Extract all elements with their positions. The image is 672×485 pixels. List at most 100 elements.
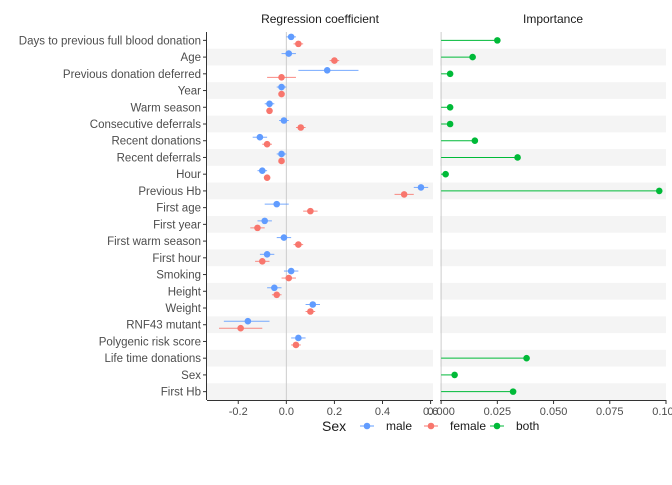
female-point-height — [273, 291, 281, 299]
y-label-sex: Sex — [181, 370, 201, 382]
importance-row-band — [440, 383, 666, 400]
importance-x-tick-label: 0.075 — [596, 406, 624, 418]
regression-coefficient-x-tick-label: 0.4 — [375, 406, 390, 418]
female-point-warm-season — [266, 107, 273, 115]
male-point-rnf43-mutant — [244, 317, 252, 325]
regression-coefficient-row-band — [207, 82, 433, 99]
importance-row-band — [440, 115, 666, 133]
both-point-hour — [442, 170, 449, 178]
female-point-previous-donation-deferred — [278, 74, 285, 81]
y-label-first-year: First year — [153, 219, 201, 231]
importance-x-tick-label: 0.100 — [652, 406, 672, 418]
both-point-sex — [451, 371, 458, 379]
y-label-days-to-previous-full-blood-donation: Days to previous full blood donation — [19, 35, 201, 47]
y-label-first-hour: First hour — [152, 253, 201, 265]
male-point-days-to-previous-full-blood-donation — [287, 33, 295, 41]
y-label-polygenic-risk-score: Polygenic risk score — [99, 336, 201, 348]
male-point-polygenic-risk-score — [295, 334, 302, 342]
legend-title: Sex — [322, 418, 346, 434]
legend-key-dot-male — [363, 422, 371, 430]
female-point-age — [331, 57, 338, 64]
female-point-previous-hb — [400, 191, 408, 198]
both-point-first-hb — [509, 388, 517, 395]
importance-row-band — [440, 249, 666, 267]
male-point-first-age — [273, 200, 281, 208]
regression-coefficient-row-band — [207, 115, 433, 133]
y-label-warm-season: Warm season — [130, 102, 201, 114]
legend-label-female: female — [450, 419, 486, 433]
regression-coefficient-x-tick-label: 0.0 — [279, 406, 294, 418]
importance-row-band — [440, 216, 666, 233]
importance-panel-title: Importance — [523, 12, 583, 26]
both-point-previous-hb — [655, 187, 663, 195]
both-point-recent-donations — [471, 137, 479, 145]
female-point-first-year — [254, 224, 261, 232]
regression-coefficient-x-tick-label: -0.2 — [229, 406, 248, 418]
legend-label-both: both — [516, 419, 539, 433]
y-label-recent-deferrals: Recent deferrals — [117, 152, 202, 164]
importance-row-band — [440, 349, 666, 367]
importance-x-tick-label: 0.025 — [484, 406, 512, 418]
regression-coefficient-panel-title: Regression coefficient — [261, 12, 380, 26]
importance-row-band — [440, 82, 666, 99]
y-label-previous-donation-deferred: Previous donation deferred — [63, 69, 201, 81]
y-label-first-hb: First Hb — [161, 387, 201, 399]
female-point-smoking — [285, 274, 293, 282]
male-point-weight — [309, 301, 317, 308]
importance-x-tick-label: 0.000 — [427, 406, 455, 418]
female-point-year — [278, 90, 285, 98]
y-label-rnf43-mutant: RNF43 mutant — [126, 320, 202, 332]
regression-coefficient-row-band — [207, 349, 433, 367]
regression-coefficient-row-band — [207, 48, 433, 66]
male-point-previous-hb — [417, 184, 425, 191]
male-point-previous-donation-deferred — [323, 67, 331, 74]
male-point-age — [285, 50, 293, 57]
female-point-first-age — [307, 207, 314, 215]
importance-row-band — [440, 149, 666, 166]
y-label-year: Year — [178, 86, 201, 98]
female-point-polygenic-risk-score — [292, 341, 300, 349]
male-point-first-hour — [263, 251, 271, 258]
y-label-hour: Hour — [176, 169, 201, 181]
regression-coefficient-row-band — [207, 182, 433, 200]
y-label-first-age: First age — [156, 203, 201, 215]
y-label-recent-donations: Recent donations — [111, 136, 201, 148]
legend-key-dot-female — [427, 422, 435, 430]
female-point-rnf43-mutant — [237, 324, 244, 332]
female-point-first-hour — [258, 258, 266, 265]
male-point-year — [278, 83, 285, 91]
both-point-age — [469, 53, 476, 61]
male-point-first-year — [261, 217, 269, 225]
y-label-consecutive-deferrals: Consecutive deferrals — [90, 119, 201, 131]
both-point-life-time-donations — [523, 354, 530, 362]
y-label-age: Age — [181, 52, 201, 64]
regression-coefficient-row-band — [207, 282, 433, 300]
both-point-days-to-previous-full-blood-donation — [494, 37, 501, 44]
female-point-recent-donations — [263, 140, 271, 148]
female-point-recent-deferrals — [278, 157, 285, 165]
both-point-consecutive-deferrals — [446, 120, 454, 128]
both-point-previous-donation-deferred — [446, 70, 454, 78]
legend-label-male: male — [386, 419, 412, 433]
female-point-days-to-previous-full-blood-donation — [295, 40, 302, 48]
y-label-previous-hb: Previous Hb — [138, 186, 201, 198]
y-label-life-time-donations: Life time donations — [104, 353, 201, 365]
female-point-weight — [307, 308, 314, 315]
y-label-first-warm-season: First warm season — [107, 236, 201, 248]
regression-coefficient-row-band — [207, 149, 433, 166]
female-point-consecutive-deferrals — [297, 124, 305, 131]
importance-x-tick-label: 0.050 — [540, 406, 568, 418]
female-point-hour — [263, 174, 271, 181]
regression-coefficient-x-tick-label: 0.6 — [423, 406, 438, 418]
regression-coefficient-row-band — [207, 216, 433, 233]
male-point-smoking — [287, 267, 295, 275]
male-point-consecutive-deferrals — [280, 117, 288, 124]
importance-row-band — [440, 282, 666, 300]
y-label-weight: Weight — [165, 303, 201, 315]
male-point-recent-donations — [256, 133, 264, 141]
regression-coefficient-row-band — [207, 383, 433, 400]
male-point-warm-season — [266, 100, 273, 108]
both-point-warm-season — [446, 103, 454, 111]
